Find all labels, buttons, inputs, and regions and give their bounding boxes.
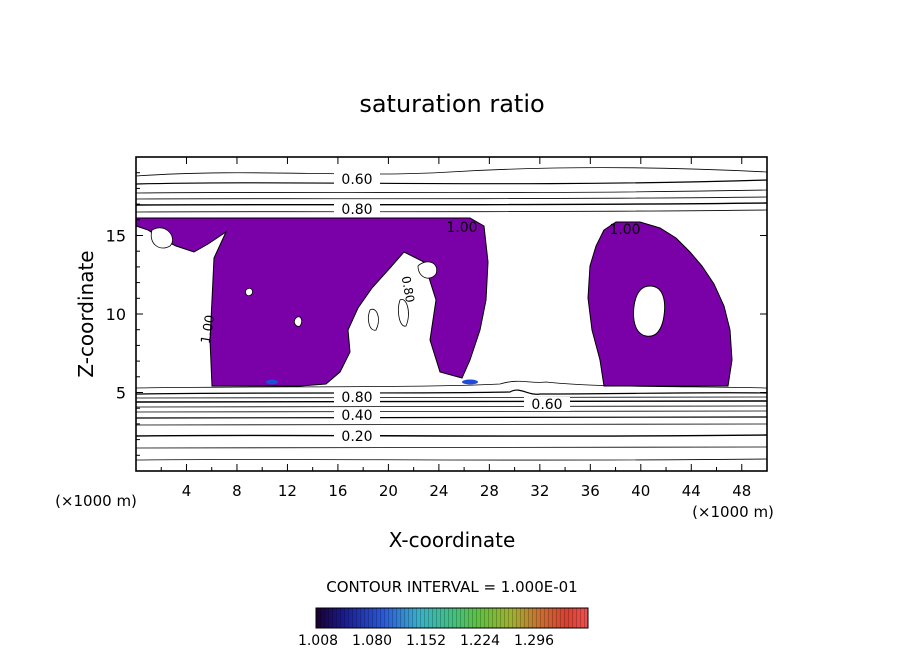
- colorbar-tick-labels: 1.008 1.080 1.152 1.224 1.296: [298, 633, 554, 649]
- contour-label: 0.60: [531, 397, 562, 413]
- colorbar-tick-label: 1.224: [460, 633, 500, 649]
- contour-label: 0.80: [341, 390, 372, 406]
- lower-contour-lines: [136, 380, 767, 461]
- y-tick-label: 15: [106, 227, 126, 246]
- contour-label: 0.80: [399, 275, 417, 304]
- x-tick-label: 32: [530, 482, 549, 500]
- colorbar-tick-label: 1.296: [514, 633, 554, 649]
- y-tick-label: 10: [106, 305, 126, 324]
- x-tick-label: 44: [682, 482, 701, 500]
- upper-contour-lines: [136, 167, 767, 213]
- colorbar-tick-label: 1.152: [406, 633, 446, 649]
- x-tick-label: 20: [379, 482, 398, 500]
- x-tick-label: 12: [278, 482, 297, 500]
- x-tick-label: 40: [631, 482, 650, 500]
- contour-label: 0.20: [341, 429, 372, 445]
- y-tick-label: 5: [116, 384, 126, 403]
- plot-area: [136, 167, 767, 461]
- contour-label: 0.80: [341, 202, 372, 218]
- y-axis-label: Z-coordinate: [74, 250, 98, 377]
- x-axis: 4 8 12 16 20 24 28 32 36 40 44 48: [160, 157, 751, 500]
- contour-label: 0.40: [341, 408, 372, 424]
- contour-label: 1.00: [609, 222, 640, 238]
- colorbar: [315, 607, 589, 629]
- x-tick-label: 16: [328, 482, 347, 500]
- contour-label: 0.60: [341, 172, 372, 188]
- colorbar-tick-label: 1.080: [352, 633, 392, 649]
- x-tick-label: 4: [182, 482, 192, 500]
- y-axis: 5 10 15: [106, 172, 767, 456]
- contour-label: 1.00: [199, 314, 219, 345]
- x-tick-label: 48: [732, 482, 751, 500]
- contour-label: 1.00: [446, 220, 477, 236]
- colorbar-tick-label: 1.008: [298, 633, 338, 649]
- x-tick-label: 8: [232, 482, 242, 500]
- contour-interval-text: CONTOUR INTERVAL = 1.000E-01: [326, 578, 577, 596]
- x-tick-label: 28: [480, 482, 499, 500]
- x-unit-label-right: (×1000 m): [692, 503, 774, 521]
- x-unit-label-left: (×1000 m): [55, 492, 137, 510]
- chart-title: saturation ratio: [359, 90, 544, 118]
- x-tick-label: 36: [581, 482, 600, 500]
- contour-labels: 0.60 0.80 1.00 1.00 0.80 0.60 0.40 0.20 …: [199, 170, 641, 445]
- x-axis-label: X-coordinate: [389, 528, 516, 552]
- x-tick-label: 24: [429, 482, 448, 500]
- supersaturated-region-left: [136, 217, 489, 387]
